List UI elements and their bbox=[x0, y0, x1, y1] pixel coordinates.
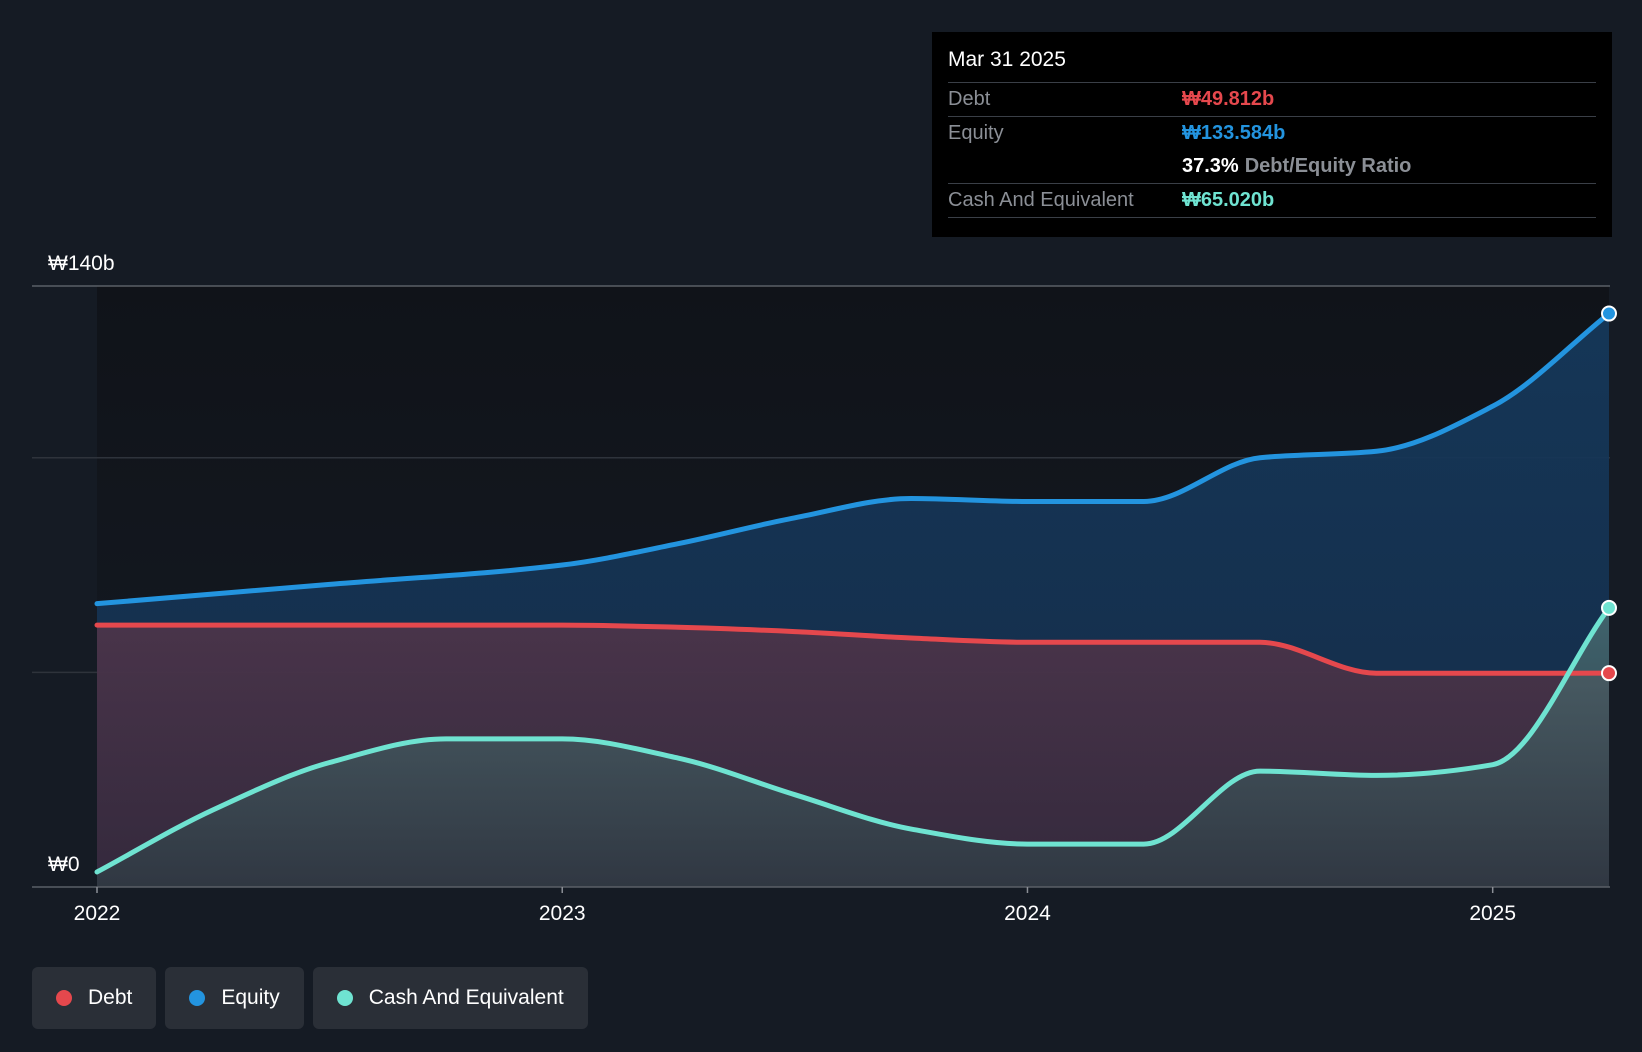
line-debt bbox=[94, 622, 1612, 676]
marker-debt bbox=[1601, 665, 1617, 682]
series-lines bbox=[94, 311, 1612, 875]
legend-label-equity: Equity bbox=[221, 986, 280, 1009]
tooltip-debt-label: Debt bbox=[948, 88, 991, 110]
tooltip-panel: Mar 31 2025 Debt ₩49.812b Equity ₩133.58… bbox=[932, 32, 1612, 237]
y-tick-label-max: ₩140b bbox=[48, 252, 115, 275]
tooltip-ratio-label: Debt/Equity Ratio bbox=[1244, 155, 1412, 177]
tooltip-debt-value: ₩49.812b bbox=[1182, 88, 1275, 110]
legend-item-debt[interactable]: Debt bbox=[32, 967, 157, 1029]
x-tick-label: 2024 bbox=[1004, 902, 1051, 925]
tooltip-date: Mar 31 2025 bbox=[948, 46, 1596, 83]
legend-dot-equity bbox=[189, 990, 206, 1006]
y-tick-label-min: ₩0 bbox=[48, 853, 80, 876]
tooltip-equity-label: Equity bbox=[948, 122, 1004, 144]
axes: 2022 2023 2024 2025 ₩140b ₩0 bbox=[32, 252, 1610, 925]
legend-label-debt: Debt bbox=[88, 986, 133, 1009]
tooltip-row-ratio: 37.3% Debt/Equity Ratio bbox=[948, 150, 1596, 184]
tooltip-row-debt: Debt ₩49.812b bbox=[948, 83, 1596, 117]
marker-equity bbox=[1601, 305, 1617, 322]
legend-dot-debt bbox=[56, 990, 72, 1006]
x-tick-label: 2025 bbox=[1469, 902, 1516, 925]
debt-equity-chart: 2022 2023 2024 2025 ₩140b ₩0 bbox=[32, 252, 1617, 925]
line-equity bbox=[94, 311, 1612, 607]
x-tick-label: 2023 bbox=[539, 902, 586, 925]
legend-dot-cash bbox=[336, 990, 353, 1006]
tooltip-ratio-value: 37.3% bbox=[1182, 155, 1239, 177]
area-cash-and-equivalent bbox=[97, 607, 1609, 887]
marker-cash-and-equivalent bbox=[1601, 599, 1617, 616]
tooltip-cash-value: ₩65.020b bbox=[1182, 189, 1275, 211]
tooltip-equity-value: ₩133.584b bbox=[1182, 122, 1286, 144]
series-end-markers bbox=[1601, 305, 1617, 682]
legend-item-equity[interactable]: Equity bbox=[165, 967, 304, 1029]
tooltip-cash-label: Cash And Equivalent bbox=[948, 189, 1134, 211]
legend-item-cash[interactable]: Cash And Equivalent bbox=[312, 967, 588, 1029]
x-tick-label: 2022 bbox=[74, 902, 121, 925]
tooltip-row-equity: Equity ₩133.584b bbox=[948, 117, 1596, 150]
legend: Debt Equity Cash And Equivalent bbox=[32, 967, 588, 1029]
tooltip-row-cash: Cash And Equivalent ₩65.020b bbox=[948, 184, 1596, 218]
series-areas bbox=[97, 313, 1609, 887]
legend-label-cash: Cash And Equivalent bbox=[368, 986, 564, 1009]
line-cash-and-equivalent bbox=[94, 605, 1612, 875]
